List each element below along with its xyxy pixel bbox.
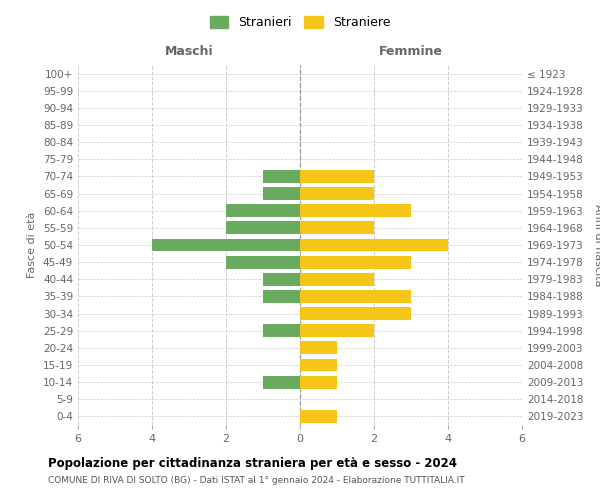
Text: Popolazione per cittadinanza straniera per età e sesso - 2024: Popolazione per cittadinanza straniera p… [48, 458, 457, 470]
Bar [300, 170, 374, 183]
Bar [300, 238, 448, 252]
Bar [300, 358, 337, 372]
Bar [300, 290, 411, 303]
Bar [300, 256, 411, 268]
Bar [226, 256, 300, 268]
Bar [300, 376, 337, 388]
Bar [300, 410, 337, 423]
Text: Femmine: Femmine [379, 45, 443, 58]
Bar [263, 376, 300, 388]
Text: Maschi: Maschi [164, 45, 214, 58]
Bar [300, 187, 374, 200]
Bar [263, 170, 300, 183]
Bar [300, 273, 374, 285]
Bar [263, 324, 300, 337]
Bar [300, 342, 337, 354]
Bar [263, 273, 300, 285]
Bar [300, 307, 411, 320]
Bar [300, 204, 411, 217]
Y-axis label: Anni di nascita: Anni di nascita [593, 204, 600, 286]
Bar [300, 222, 374, 234]
Bar [263, 290, 300, 303]
Text: COMUNE DI RIVA DI SOLTO (BG) - Dati ISTAT al 1° gennaio 2024 - Elaborazione TUTT: COMUNE DI RIVA DI SOLTO (BG) - Dati ISTA… [48, 476, 464, 485]
Bar [152, 238, 300, 252]
Bar [263, 187, 300, 200]
Bar [226, 222, 300, 234]
Legend: Stranieri, Straniere: Stranieri, Straniere [205, 11, 395, 34]
Bar [300, 324, 374, 337]
Y-axis label: Fasce di età: Fasce di età [28, 212, 37, 278]
Bar [226, 204, 300, 217]
